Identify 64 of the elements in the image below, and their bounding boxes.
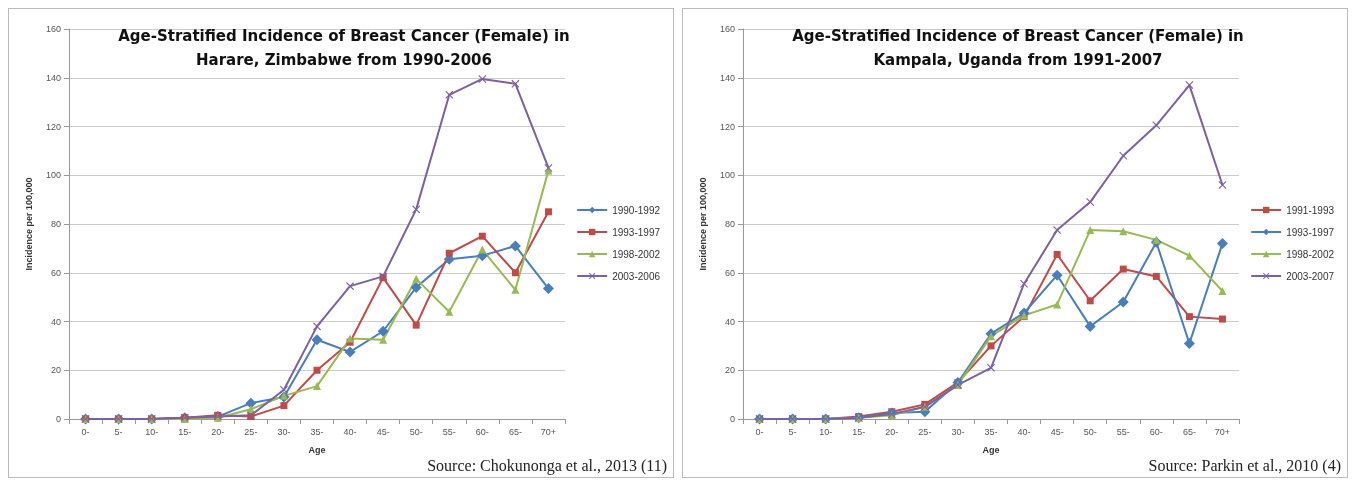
source-note: Source: Chokunonga et al., 2013 (11) xyxy=(427,456,668,475)
legend-label: 2003-2007 xyxy=(1286,270,1335,282)
legend-label: 1993-1997 xyxy=(1286,226,1335,238)
x-tick-label: 25- xyxy=(244,426,258,437)
x-tick-label: 40- xyxy=(1017,426,1031,437)
y-tick-label: 40 xyxy=(724,316,735,327)
x-tick-label: 0- xyxy=(81,426,90,437)
x-axis-title: Age xyxy=(982,444,1000,455)
x-tick-label: 55- xyxy=(442,426,456,437)
y-tick-label: 80 xyxy=(50,219,61,229)
y-tick-label: 140 xyxy=(45,72,61,83)
x-axis-title: Age xyxy=(308,444,326,455)
x-tick-label: 15- xyxy=(852,426,866,437)
x-tick-label: 30- xyxy=(277,426,291,437)
legend-label: 1990-1992 xyxy=(612,204,661,216)
x-tick-label: 5- xyxy=(788,426,797,437)
x-tick-label: 50- xyxy=(1083,426,1097,437)
legend-label: 1998-2002 xyxy=(1286,248,1335,260)
x-tick-label: 0- xyxy=(755,426,764,437)
legend-label: 1998-2002 xyxy=(612,248,661,260)
x-tick-label: 10- xyxy=(145,426,159,437)
y-tick-label: 60 xyxy=(724,267,735,278)
x-tick-label: 10- xyxy=(819,426,833,437)
x-tick-label: 50- xyxy=(409,426,423,437)
legend-label: 1993-1997 xyxy=(612,226,661,238)
x-tick-label: 45- xyxy=(376,426,390,437)
y-axis-title: Incidence per 100,000 xyxy=(23,177,34,271)
y-tick-label: 20 xyxy=(50,365,61,376)
x-tick-label: 65- xyxy=(1182,426,1196,437)
text: Age-Stratified Incidence of Breast Cancer (Female) in Harare, Zimbabwe from 1990-2006 xyxy=(118,27,570,69)
x-tick-label: 20- xyxy=(885,426,899,437)
y-tick-label: 140 xyxy=(719,72,735,83)
y-tick-label: 160 xyxy=(719,24,735,34)
legend-label: 1991-1993 xyxy=(1286,204,1335,216)
x-tick-label: 25- xyxy=(918,426,932,437)
x-tick-label: 70+ xyxy=(540,426,557,437)
y-axis-title: Incidence per 100,000 xyxy=(697,177,708,271)
x-tick-label: 70+ xyxy=(1214,426,1231,437)
x-tick-label: 35- xyxy=(310,426,324,437)
y-tick-label: 120 xyxy=(45,121,61,132)
y-tick-label: 0 xyxy=(729,414,735,424)
text: Age-Stratified Incidence of Breast Cancer (Female) in Kampala, Uganda from 1991-2007 xyxy=(792,27,1244,69)
x-tick-label: 5- xyxy=(114,426,123,437)
x-tick-label: 60- xyxy=(475,426,489,437)
y-tick-label: 100 xyxy=(719,170,735,181)
y-tick-label: 160 xyxy=(45,24,61,34)
y-tick-label: 0 xyxy=(55,414,61,424)
y-tick-label: 120 xyxy=(719,121,735,132)
y-tick-label: 80 xyxy=(724,219,735,229)
x-tick-label: 30- xyxy=(951,426,965,437)
y-tick-label: 20 xyxy=(724,365,735,376)
source-note: Source: Parkin et al., 2010 (4) xyxy=(1148,456,1342,475)
y-tick-label: 100 xyxy=(45,170,61,181)
y-tick-label: 60 xyxy=(50,267,61,278)
x-tick-label: 65- xyxy=(508,426,522,437)
y-tick-label: 40 xyxy=(50,316,61,327)
x-tick-label: 35- xyxy=(984,426,998,437)
x-tick-label: 20- xyxy=(211,426,225,437)
x-tick-label: 45- xyxy=(1050,426,1064,437)
x-tick-label: 15- xyxy=(178,426,192,437)
x-tick-label: 60- xyxy=(1149,426,1163,437)
x-tick-label: 55- xyxy=(1116,426,1130,437)
x-tick-label: 40- xyxy=(343,426,357,437)
legend-label: 2003-2006 xyxy=(612,270,661,282)
